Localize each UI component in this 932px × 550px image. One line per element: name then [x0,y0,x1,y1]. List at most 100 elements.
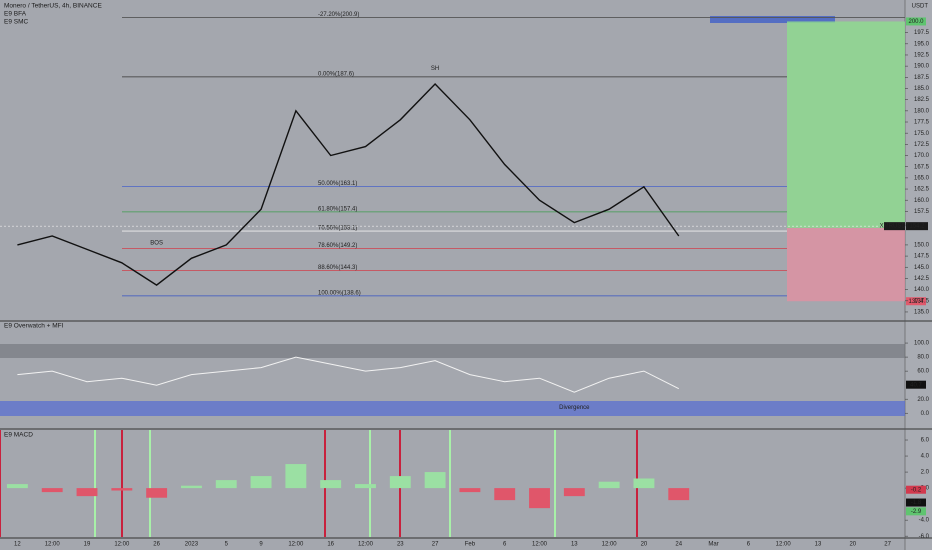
zone [710,16,835,23]
y-tick-label: 20.0 [917,397,929,403]
fib-label: 70.50%(153.1) [318,226,357,232]
x-tick-label: 19 [84,542,91,548]
indicator-label: E9 SMC [4,19,29,26]
histogram-bar [76,488,98,497]
fib-label: 50.00%(163.1) [318,181,357,187]
x-tick-label: 12:00 [602,542,618,548]
y-tick-label: 167.5 [914,164,930,170]
y-tick-label: 100.0 [914,341,930,347]
annotation: Divergence [559,405,590,411]
price-axis [905,0,932,550]
y-tick-label: -4.0 [919,518,930,524]
y-tick-label: 137.5 [914,298,930,304]
y-tick-label: 165.0 [914,175,930,181]
x-tick-label: 16 [327,542,334,548]
value-tag-label: 40.7 [910,382,922,388]
x-tick-label: 24 [675,542,682,548]
y-tick-label: 192.5 [914,53,930,59]
histogram-bar [459,488,481,493]
histogram-bar [146,488,168,498]
value-tag [906,507,926,516]
symbol-tag [884,222,905,231]
price-line [17,356,680,393]
fib-label: 88.60%(144.3) [318,265,357,271]
target-zone [787,21,905,228]
y-tick-label: 160.0 [914,198,930,204]
x-tick-label: 12:00 [45,542,61,548]
histogram-bar [633,478,655,489]
price-line [17,82,680,286]
main-panel [0,0,905,320]
y-tick-label: 182.5 [914,97,930,103]
y-tick-label: -6.0 [919,534,930,540]
histogram-bar [494,488,516,501]
histogram-bar [250,476,272,489]
x-tick-label: Mar [708,542,718,548]
overbought-band [0,344,905,358]
value-tag [906,380,926,389]
fib-label: 61.80%(157.4) [318,206,357,212]
histogram-bar [6,484,28,489]
histogram-bar [355,484,376,489]
symbol-label: XMRUSDT [880,224,910,230]
x-tick-label: 27 [884,542,891,548]
annotation: BOS [150,241,163,247]
x-tick-label: 13 [815,542,822,548]
histogram-bar [529,488,550,509]
histogram-bar [424,472,446,489]
y-tick-label: 140.0 [914,287,930,293]
fib-label: -27.20%(200.9) [318,12,359,18]
price-tag [906,297,926,306]
currency-label: USDT [912,4,929,10]
value-tag-label: -1.8 [911,500,922,506]
y-tick-label: 145.0 [914,265,930,271]
histogram-bar [668,488,690,501]
y-tick-label: 80.0 [917,355,929,361]
y-tick-label: 6.0 [921,438,930,444]
y-tick-label: 187.5 [914,75,930,81]
stop-zone [787,227,905,302]
y-tick-label: 4.0 [921,454,930,460]
x-tick-label: 12:00 [114,542,130,548]
histogram-bar [111,488,133,491]
histogram-bar [215,480,237,489]
x-tick-label: 20 [641,542,648,548]
x-tick-label: 12 [14,542,21,548]
histogram-bar [285,464,307,489]
x-tick-label: 13 [571,542,578,548]
last-price-tag [906,222,928,231]
histogram-bar [41,488,63,493]
x-tick-label: 12:00 [776,542,792,548]
value-tag-label: -2.9 [911,509,922,515]
y-tick-label: 147.5 [914,254,930,260]
y-tick-label: 172.5 [914,142,930,148]
histogram-bar [598,481,620,489]
price-tag-label: 137.4 [908,299,924,305]
fib-label: 78.60%(149.2) [318,243,357,249]
y-tick-label: 190.0 [914,64,930,70]
panel-title: E9 Overwatch + MFI [4,323,64,330]
y-tick-label: 135.0 [914,310,930,316]
y-tick-label: 195.0 [914,41,930,47]
annotation: SH [431,66,439,72]
value-tag-label: -0.2 [911,487,922,493]
x-tick-label: 20 [849,542,856,548]
fib-label: 100.00%(138.6) [318,290,361,296]
y-tick-label: 175.0 [914,131,930,137]
x-tick-label: 6 [747,542,751,548]
y-tick-label: 177.5 [914,120,930,126]
x-tick-label: 2023 [185,542,199,548]
y-tick-label: 150.0 [914,242,930,248]
y-tick-label: 180.0 [914,108,930,114]
x-tick-label: 9 [259,542,263,548]
x-tick-label: 12:00 [532,542,548,548]
y-tick-label: 197.5 [914,30,930,36]
last-price-label: 154.2 [909,224,925,230]
y-tick-label: 2.0 [921,470,930,476]
y-tick-label: 162.5 [914,187,930,193]
price-tag [906,17,926,26]
x-tick-label: 27 [432,542,439,548]
x-tick-label: 6 [503,542,507,548]
y-tick-label: 142.5 [914,276,930,282]
